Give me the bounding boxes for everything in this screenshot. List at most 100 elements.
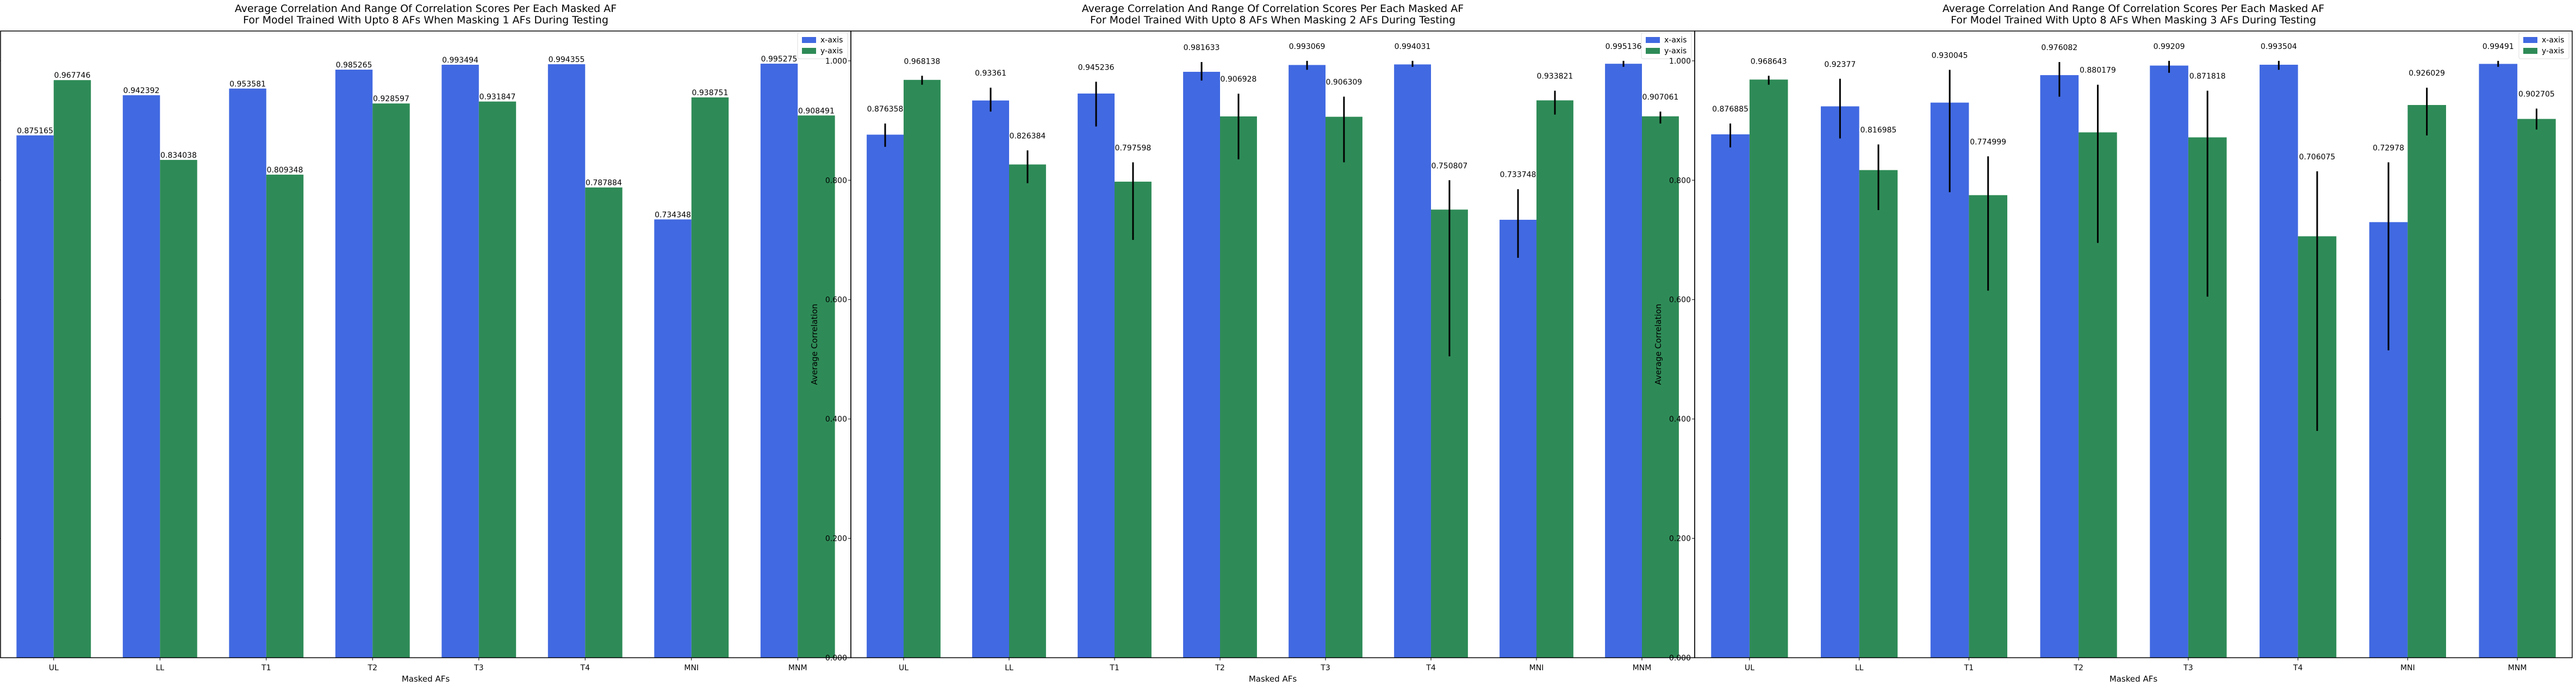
chart-panel-3: Average Correlation And Range Of Correla… (1653, 3, 2573, 684)
x-tick-label: T3 (474, 664, 483, 672)
bar-value-label: 0.797598 (1115, 144, 1152, 152)
bar-y-axis (53, 80, 91, 658)
bar-y-axis (2517, 119, 2556, 658)
bar-value-label: 0.968138 (904, 57, 941, 66)
bar-value-label: 0.733748 (1500, 171, 1536, 180)
bar-value-label: 0.72978 (2373, 144, 2404, 152)
bar-value-label: 0.809348 (267, 166, 303, 175)
bar-value-label: 0.826384 (1010, 132, 1046, 140)
bar-value-label: 0.876885 (1712, 105, 1749, 114)
bar-value-label: 0.931847 (480, 93, 516, 102)
bar-x-axis (441, 64, 479, 658)
legend-swatch (2523, 48, 2537, 54)
bar-y-axis (798, 115, 835, 658)
bar-value-label: 0.880179 (2080, 66, 2116, 75)
legend-swatch (1646, 37, 1660, 43)
legend-label: x-axis (2542, 36, 2564, 45)
x-tick-label: T4 (2293, 664, 2303, 672)
y-tick-label: 0.000 (825, 654, 847, 663)
x-tick-label: MNM (788, 664, 807, 672)
bar-value-label: 0.994031 (1395, 42, 1431, 51)
x-tick-label: T4 (580, 664, 590, 672)
bar-x-axis (1821, 106, 1859, 658)
x-tick-label: T1 (1109, 664, 1119, 672)
y-tick-label: 0.200 (1669, 535, 1691, 543)
chart-title: Average Correlation And Range Of Correla… (1082, 3, 1464, 15)
x-axis-label: Masked AFs (402, 674, 450, 684)
bar-value-label: 0.967746 (54, 71, 91, 80)
bar-value-label: 0.976082 (2041, 44, 2077, 52)
y-tick-label: 0.600 (825, 296, 847, 305)
bar-value-label: 0.985265 (336, 61, 372, 70)
y-tick-label: 0.600 (1669, 296, 1691, 305)
bar-value-label: 0.750807 (1432, 162, 1468, 170)
legend-label: y-axis (2542, 47, 2564, 55)
y-tick-label: 0.400 (825, 415, 847, 424)
x-tick-label: UL (899, 664, 909, 672)
bar-value-label: 0.871818 (2189, 72, 2226, 81)
bar-value-label: 0.993494 (442, 56, 478, 65)
bar-value-label: 0.816985 (1861, 126, 1897, 134)
bar-y-axis (904, 79, 941, 658)
y-tick-label: 0.800 (825, 176, 847, 185)
bar-x-axis (16, 135, 54, 658)
bar-value-label: 0.908491 (798, 107, 835, 115)
bar-y-axis (1220, 116, 1257, 658)
bar-value-label: 0.99491 (2482, 42, 2514, 51)
x-tick-label: T3 (1320, 664, 1330, 672)
bar-value-label: 0.734348 (655, 211, 691, 219)
bar-value-label: 0.938751 (692, 89, 729, 97)
bar-value-label: 0.930045 (1932, 51, 1968, 60)
bar-x-axis (1499, 219, 1536, 658)
y-tick-label: 0.800 (1669, 176, 1691, 185)
bar-value-label: 0.93361 (975, 69, 1006, 78)
bar-value-label: 0.906309 (1326, 78, 1362, 87)
bar-y-axis (585, 187, 623, 658)
x-tick-label: T1 (261, 664, 271, 672)
bar-x-axis (229, 88, 266, 658)
legend-swatch (802, 37, 816, 43)
chart-panel-2: Average Correlation And Range Of Correla… (810, 3, 1695, 684)
bar-x-axis (1183, 72, 1220, 658)
x-tick-label: MNM (1633, 664, 1652, 672)
bar-x-axis (547, 64, 586, 658)
bar-value-label: 0.875165 (17, 127, 53, 135)
x-tick-label: MNI (1529, 664, 1544, 672)
bar-value-label: 0.876358 (867, 105, 904, 114)
legend-label: y-axis (820, 47, 843, 55)
bar-value-label: 0.928597 (373, 95, 409, 103)
bar-x-axis (2150, 65, 2188, 658)
bar-x-axis (2260, 64, 2298, 658)
legend: x-axis y-axis (797, 32, 848, 59)
legend: x-axis y-axis (1641, 32, 1692, 59)
bar-y-axis (1536, 100, 1573, 658)
x-tick-label: MNI (684, 664, 699, 672)
bar-value-label: 0.995136 (1606, 42, 1642, 51)
x-tick-label: T3 (2183, 664, 2193, 672)
x-tick-label: LL (1005, 664, 1013, 672)
bar-x-axis (972, 100, 1009, 658)
legend-swatch (802, 48, 816, 54)
bar-value-label: 0.99209 (2154, 42, 2185, 51)
bar-y-axis (1326, 116, 1362, 658)
bar-value-label: 0.902705 (2518, 90, 2555, 99)
legend-label: y-axis (1664, 47, 1687, 55)
bar-value-label: 0.953581 (229, 80, 266, 89)
bar-x-axis (2040, 75, 2079, 658)
bar-value-label: 0.995275 (761, 55, 798, 64)
x-tick-label: T2 (368, 664, 377, 672)
y-tick-label: 1.000 (1669, 57, 1691, 66)
chart-title: Average Correlation And Range Of Correla… (1943, 3, 2324, 15)
x-tick-label: MNI (2400, 664, 2415, 672)
bar-x-axis (1394, 64, 1431, 658)
x-tick-label: T4 (1426, 664, 1436, 672)
bar-x-axis (867, 134, 904, 658)
bar-value-label: 0.968643 (1751, 57, 1787, 66)
bar-value-label: 0.907061 (1642, 93, 1679, 102)
y-tick-label: 0.000 (1669, 654, 1691, 663)
y-tick-label: 0.200 (825, 535, 847, 543)
bar-x-axis (654, 219, 692, 658)
bar-value-label: 0.994355 (549, 55, 585, 64)
legend-label: x-axis (820, 36, 843, 45)
